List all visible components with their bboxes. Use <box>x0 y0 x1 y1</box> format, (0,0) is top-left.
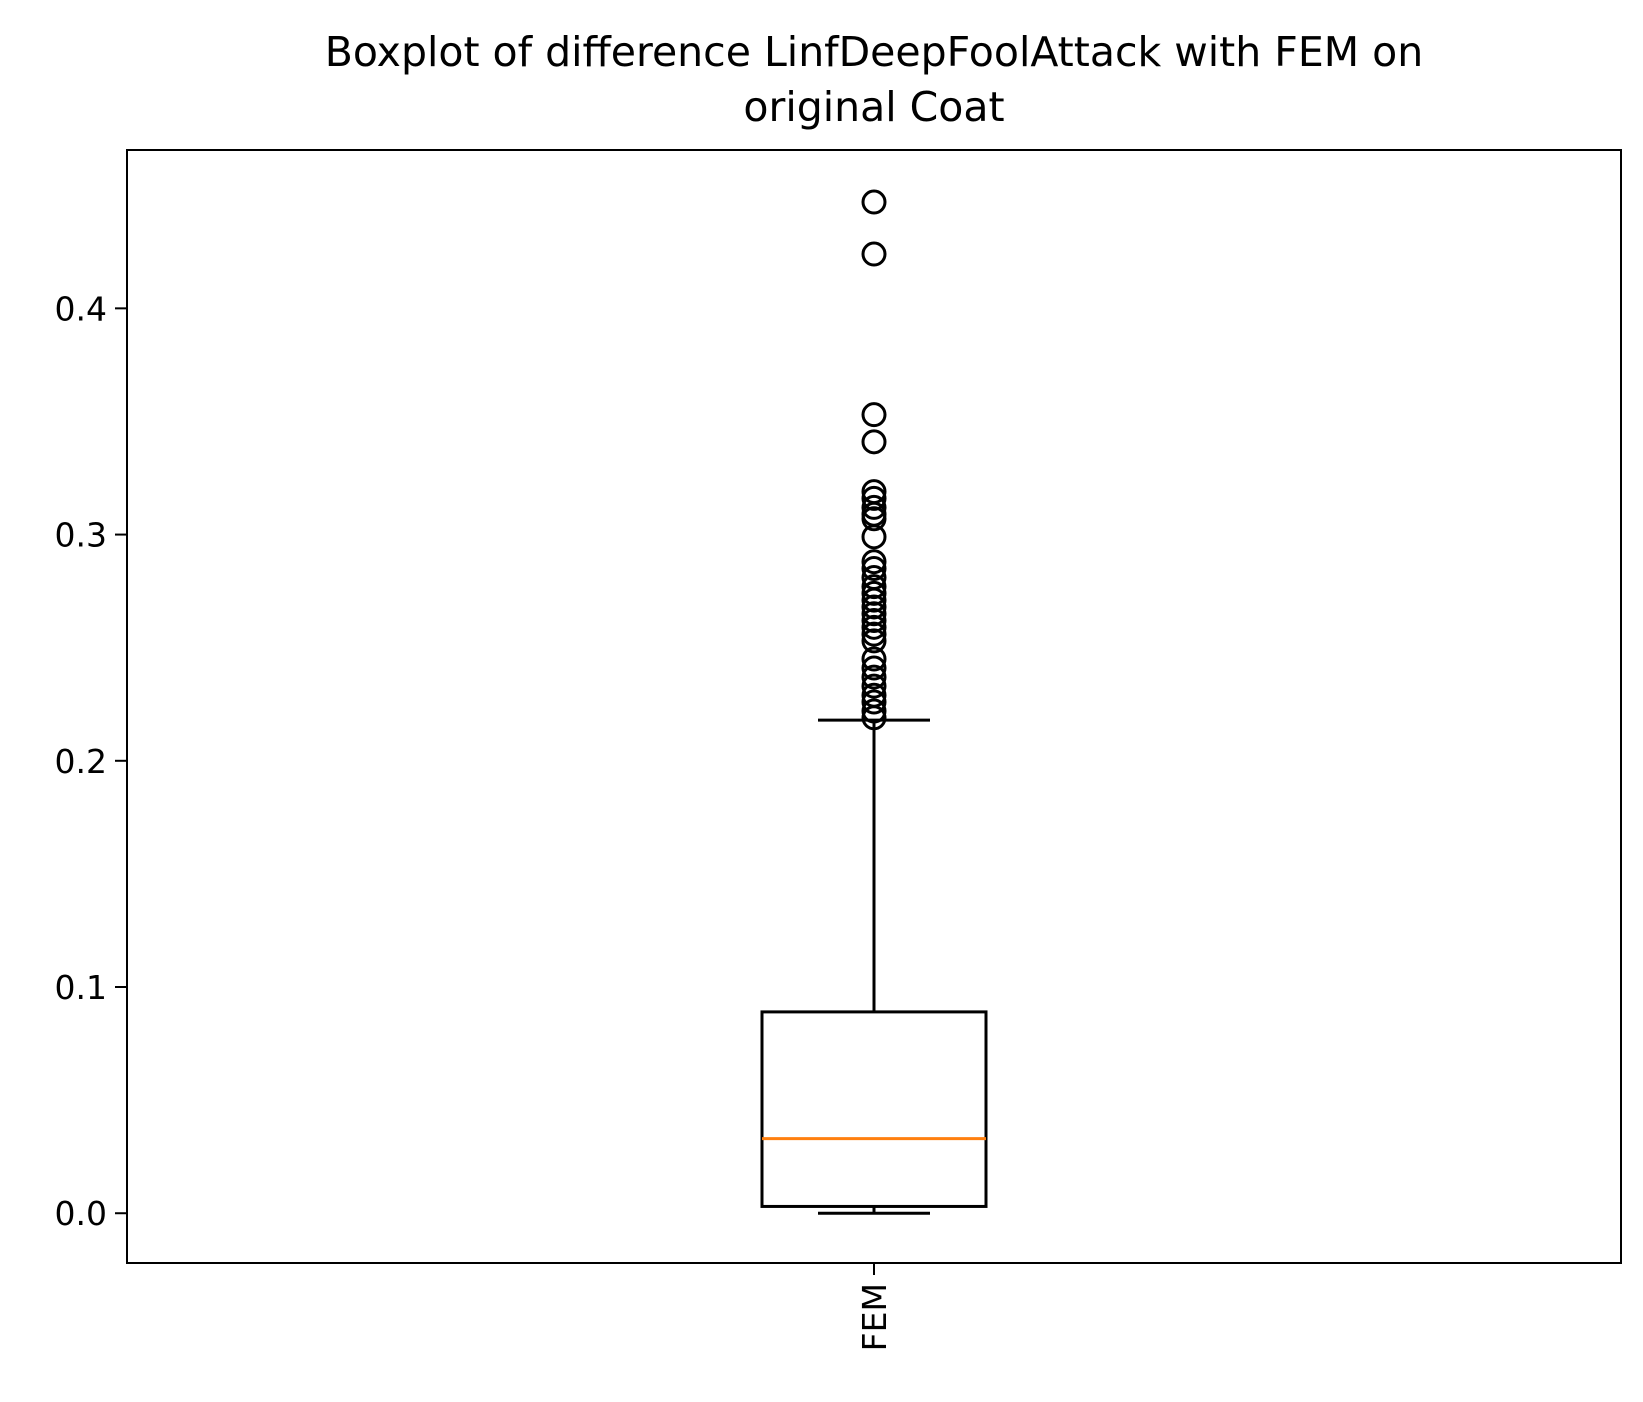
y-tick-label: 0.3 <box>55 516 107 555</box>
outlier-point <box>861 580 887 606</box>
outlier-point <box>861 621 887 647</box>
outlier-point <box>861 574 887 600</box>
outlier-point <box>861 485 887 511</box>
outlier-point <box>861 608 887 634</box>
iqr-box <box>760 1010 988 1208</box>
outlier-point <box>861 664 887 690</box>
x-tick-label: FEM <box>855 1283 894 1351</box>
outlier-point <box>861 241 887 267</box>
outlier-point <box>861 587 887 613</box>
outlier-point <box>861 601 887 627</box>
chart-title-line-2: original Coat <box>743 83 1004 131</box>
outlier-point <box>861 594 887 620</box>
outlier-point <box>861 646 887 672</box>
plot-area <box>760 189 988 1215</box>
y-tick-label: 0.4 <box>55 289 107 328</box>
outlier-point <box>861 628 887 654</box>
outlier-point <box>861 689 887 715</box>
outlier-point <box>861 189 887 215</box>
outlier-point <box>861 655 887 681</box>
outlier-point <box>861 556 887 582</box>
outlier-point <box>861 524 887 550</box>
outlier-point <box>861 506 887 532</box>
x-axis: FEM <box>855 1263 894 1351</box>
y-tick-label: 0.1 <box>55 968 107 1007</box>
outlier-point <box>861 673 887 699</box>
chart-title: Boxplot of difference LinfDeepFoolAttack… <box>325 28 1424 131</box>
axes-frame <box>126 149 1622 1264</box>
y-axis: 0.0 0.1 0.2 0.3 0.4 <box>55 289 127 1233</box>
outlier-point <box>861 429 887 455</box>
outlier-point <box>861 698 887 724</box>
outlier-point <box>861 705 887 731</box>
outlier-point <box>861 494 887 520</box>
y-tick-label: 0.2 <box>55 742 107 781</box>
y-tick-label: 0.0 <box>55 1194 107 1233</box>
chart-title-line-1: Boxplot of difference LinfDeepFoolAttack… <box>325 28 1424 76</box>
outlier-point <box>861 402 887 428</box>
outlier-point <box>861 614 887 640</box>
box-series-fem <box>760 189 988 1215</box>
outlier-point <box>861 549 887 575</box>
